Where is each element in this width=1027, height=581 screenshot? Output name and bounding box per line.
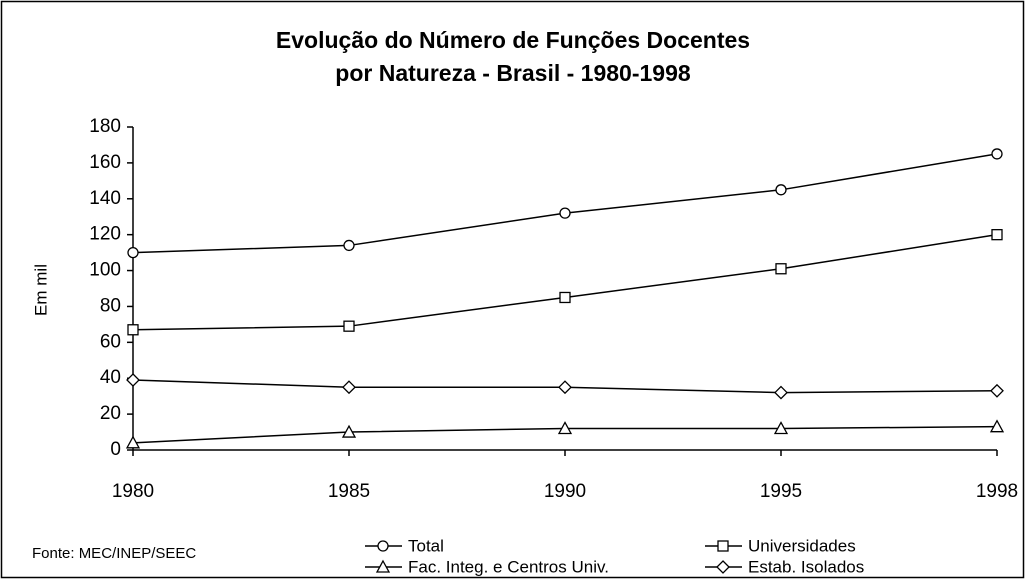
marker — [989, 419, 1005, 433]
marker — [774, 385, 788, 400]
marker — [375, 559, 391, 573]
legend-label: Estab. Isolados — [748, 557, 864, 576]
marker — [716, 560, 730, 574]
marker — [126, 373, 140, 387]
y-tick-label: 180 — [89, 116, 121, 137]
marker — [990, 383, 1004, 398]
y-tick-label: 0 — [110, 439, 121, 460]
marker — [991, 148, 1003, 160]
marker — [717, 540, 729, 552]
marker — [342, 380, 356, 395]
marker — [341, 424, 357, 438]
x-tick-label: 1998 — [976, 481, 1018, 502]
y-tick-label: 40 — [100, 367, 121, 388]
x-tick-label: 1985 — [328, 481, 370, 502]
marker — [127, 324, 139, 336]
x-tick-label: 1980 — [112, 481, 154, 502]
marker — [127, 246, 139, 259]
marker — [377, 540, 389, 552]
marker — [773, 421, 789, 435]
x-tick-label: 1990 — [544, 481, 586, 502]
chart-title: Evolução do Número de Funções Docentes — [276, 27, 750, 53]
y-tick-label: 20 — [100, 403, 121, 424]
marker — [343, 320, 355, 332]
x-tick-label: 1995 — [760, 481, 802, 502]
marker — [125, 435, 141, 449]
chart-title: por Natureza - Brasil - 1980-1998 — [335, 60, 691, 86]
marker — [558, 380, 572, 395]
legend-label: Fac. Integ. e Centros Univ. — [408, 557, 609, 576]
y-tick-label: 140 — [89, 188, 121, 209]
legend-label: Universidades — [748, 536, 856, 555]
marker — [559, 207, 571, 219]
y-tick-label: 80 — [100, 295, 121, 316]
y-tick-label: 160 — [89, 152, 121, 173]
marker — [343, 239, 355, 252]
y-axis-label: Em mil — [31, 264, 50, 316]
marker — [991, 229, 1003, 241]
y-tick-label: 60 — [100, 331, 121, 352]
marker — [557, 421, 573, 435]
y-tick-label: 120 — [89, 224, 121, 245]
marker — [775, 263, 787, 275]
y-tick-label: 100 — [89, 260, 121, 281]
legend-label: Total — [408, 536, 444, 555]
marker — [559, 291, 571, 304]
marker — [775, 184, 787, 196]
source-note: Fonte: MEC/INEP/SEEC — [32, 545, 196, 562]
